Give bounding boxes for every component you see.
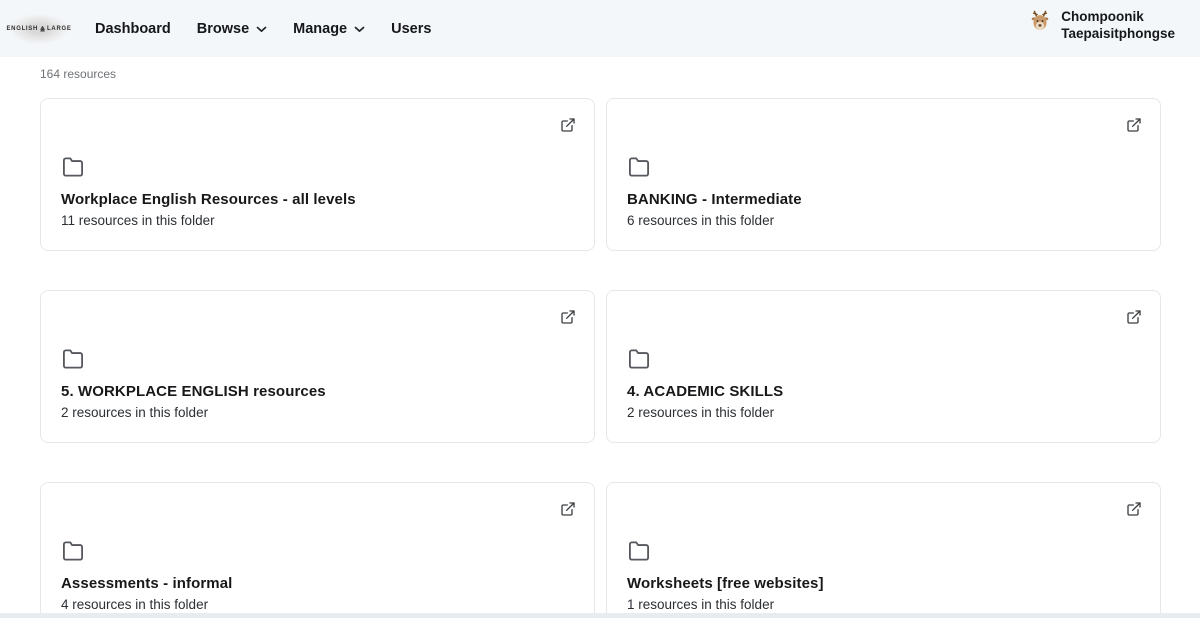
main-nav: Dashboard Browse Manage Users bbox=[95, 21, 431, 37]
folder-card[interactable]: 4. ACADEMIC SKILLS 2 resources in this f… bbox=[606, 290, 1161, 443]
folder-card-subtitle: 2 resources in this folder bbox=[61, 405, 209, 420]
external-link-icon[interactable] bbox=[560, 117, 576, 133]
resource-count: 164 resources bbox=[40, 67, 117, 81]
folder-card-grid: Workplace English Resources - all levels… bbox=[40, 98, 1161, 618]
folder-card-title: 5. WORKPLACE ENGLISH resources bbox=[61, 383, 326, 400]
user-menu[interactable]: Chompoonik Taepaisitphongse bbox=[1029, 8, 1175, 42]
external-link-icon[interactable] bbox=[560, 501, 576, 517]
folder-icon bbox=[61, 349, 574, 374]
app-logo[interactable]: ENGLISH LARGE bbox=[6, 12, 72, 45]
external-link-icon[interactable] bbox=[1126, 501, 1142, 517]
folder-card[interactable]: 5. WORKPLACE ENGLISH resources 2 resourc… bbox=[40, 290, 595, 443]
window-bottom-edge bbox=[0, 613, 1200, 618]
folder-card-title: Workplace English Resources - all levels bbox=[61, 191, 356, 208]
top-navbar: ENGLISH LARGE Dashboard Browse Manage Us… bbox=[0, 0, 1200, 57]
folder-icon bbox=[61, 157, 574, 182]
folder-card-title: BANKING - Intermediate bbox=[627, 191, 802, 208]
user-name-line2: Taepaisitphongse bbox=[1061, 26, 1175, 41]
folder-card[interactable]: BANKING - Intermediate 6 resources in th… bbox=[606, 98, 1161, 251]
chevron-down-icon bbox=[256, 26, 267, 33]
folder-card[interactable]: Workplace English Resources - all levels… bbox=[40, 98, 595, 251]
nav-label: Dashboard bbox=[95, 20, 171, 37]
chevron-down-icon bbox=[354, 26, 365, 33]
logo-text-right: LARGE bbox=[47, 25, 72, 32]
nav-item-users[interactable]: Users bbox=[391, 21, 431, 37]
folder-card-subtitle: 6 resources in this folder bbox=[627, 213, 775, 228]
folder-card-subtitle: 2 resources in this folder bbox=[627, 405, 775, 420]
external-link-icon[interactable] bbox=[1126, 309, 1142, 325]
logo-text-left: ENGLISH bbox=[6, 25, 39, 32]
nav-item-browse[interactable]: Browse bbox=[197, 21, 267, 37]
nav-label: Manage bbox=[293, 20, 348, 37]
deer-avatar-icon bbox=[1029, 10, 1051, 32]
folder-icon bbox=[627, 541, 1140, 566]
nav-label: Users bbox=[391, 20, 432, 37]
folder-icon bbox=[61, 541, 574, 566]
folder-card[interactable]: Worksheets [free websites] 1 resources i… bbox=[606, 482, 1161, 618]
nav-label: Browse bbox=[196, 20, 250, 37]
folder-card[interactable]: Assessments - informal 4 resources in th… bbox=[40, 482, 595, 618]
external-link-icon[interactable] bbox=[1126, 117, 1142, 133]
folder-card-title: Worksheets [free websites] bbox=[627, 575, 824, 592]
folder-card-subtitle: 1 resources in this folder bbox=[627, 597, 775, 612]
folder-icon bbox=[627, 349, 1140, 374]
nav-item-dashboard[interactable]: Dashboard bbox=[95, 21, 171, 37]
user-name-line1: Chompoonik bbox=[1061, 9, 1144, 24]
nav-item-manage[interactable]: Manage bbox=[293, 21, 365, 37]
external-link-icon[interactable] bbox=[560, 309, 576, 325]
folder-card-title: Assessments - informal bbox=[61, 575, 233, 592]
main-content: 164 resources Workplace English Resource… bbox=[0, 57, 1200, 618]
folder-card-subtitle: 11 resources in this folder bbox=[61, 213, 215, 228]
folder-card-title: 4. ACADEMIC SKILLS bbox=[627, 383, 784, 400]
folder-icon bbox=[627, 157, 1140, 182]
user-name: Chompoonik Taepaisitphongse bbox=[1061, 8, 1175, 42]
logo-mark-icon bbox=[40, 25, 46, 32]
folder-card-subtitle: 4 resources in this folder bbox=[61, 597, 209, 612]
